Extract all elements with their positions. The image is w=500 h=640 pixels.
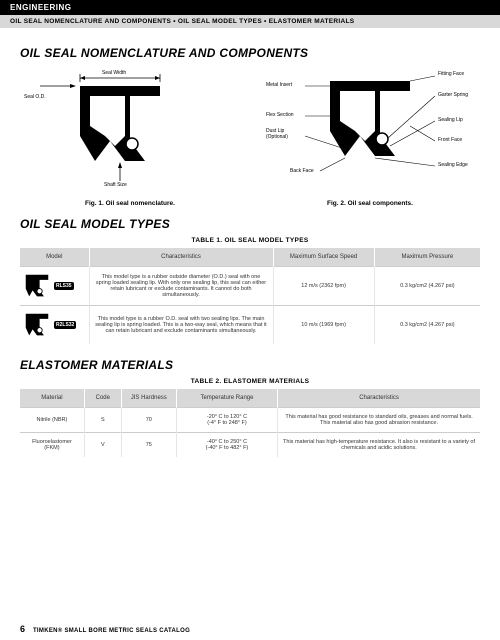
- label-fitting-face: Fitting Face: [438, 71, 464, 77]
- label-shaft-size: Shaft Size: [104, 182, 127, 188]
- table-row: R2LS32 This model type is a rubber O.D. …: [20, 306, 480, 345]
- label-metal-insert: Metal Insert: [266, 82, 292, 88]
- label-sealing-lip: Sealing Lip: [438, 117, 463, 123]
- model-label: RLS35: [54, 282, 74, 290]
- label-sealing-edge: Sealing Edge: [438, 162, 468, 168]
- section1-title: OIL SEAL NOMENCLATURE AND COMPONENTS: [20, 46, 480, 60]
- t2-col-3: Temperature Range: [176, 389, 277, 408]
- fig2-caption: Fig. 2. Oil seal components.: [260, 200, 480, 207]
- table-elastomer: Material Code JIS Hardness Temperature R…: [20, 389, 480, 457]
- table-row: Nitrile (NBR) S 70 -20° C to 120° C(-4° …: [20, 408, 480, 433]
- label-flex-section: Flex Section: [266, 112, 294, 118]
- t2-r1-hard: 75: [121, 433, 176, 458]
- page-number: 6: [20, 624, 25, 634]
- figure-1: Seal Width Seal O.D. Shaft Size: [20, 66, 240, 196]
- table2-caption: TABLE 2. ELASTOMER MATERIALS: [20, 378, 480, 385]
- t1-r1-pressure: 0.3 kg/cm2 (4.267 psi): [374, 306, 480, 345]
- t1-col-3: Maximum Pressure: [374, 248, 480, 267]
- t2-r1-mat: Fluoroelastomer (FKM): [20, 433, 84, 458]
- section3-title: ELASTOMER MATERIALS: [20, 358, 480, 372]
- label-garter-spring: Garter Spring: [438, 92, 468, 98]
- label-back-face: Back Face: [290, 168, 314, 174]
- catalog-name: TIMKEN® SMALL BORE METRIC SEALS CATALOG: [33, 628, 190, 634]
- t2-r0-code: S: [84, 408, 121, 433]
- t1-col-2: Maximum Surface Speed: [273, 248, 374, 267]
- label-seal-width: Seal Width: [102, 70, 126, 76]
- t2-r0-range: -20° C to 120° C(-4° F to 248° F): [176, 408, 277, 433]
- header-subtitle: OIL SEAL NOMENCLATURE AND COMPONENTS • O…: [0, 15, 500, 28]
- t1-r0-speed: 12 m/s (2362 fpm): [273, 267, 374, 306]
- t2-r0-mat: Nitrile (NBR): [20, 408, 84, 433]
- table-row: Fluoroelastomer (FKM) V 75 -40° C to 250…: [20, 433, 480, 458]
- figure-2: Metal Insert Flex Section Dust Lip (Opti…: [260, 66, 480, 196]
- table-row: RLS35 This model type is a rubber outsid…: [20, 267, 480, 306]
- t1-r0-char: This model type is a rubber outside diam…: [89, 267, 273, 306]
- footer: 6 TIMKEN® SMALL BORE METRIC SEALS CATALO…: [20, 624, 190, 634]
- t1-r0-pressure: 0.3 kg/cm2 (4.267 psi): [374, 267, 480, 306]
- t1-r1-char: This model type is a rubber O.D. seal wi…: [89, 306, 273, 345]
- seal-icon: [24, 312, 50, 338]
- t1-r1-speed: 10 m/s (1969 fpm): [273, 306, 374, 345]
- table-model-types: Model Characteristics Maximum Surface Sp…: [20, 248, 480, 344]
- t2-r1-range: -40° C to 250° C(-40° F to 482° F): [176, 433, 277, 458]
- t1-col-0: Model: [20, 248, 89, 267]
- t2-r1-code: V: [84, 433, 121, 458]
- section2-title: OIL SEAL MODEL TYPES: [20, 217, 480, 231]
- label-seal-od: Seal O.D.: [24, 94, 46, 100]
- t2-col-0: Material: [20, 389, 84, 408]
- model-label: R2LS32: [54, 321, 76, 329]
- t2-r1-char: This material has high-temperature resis…: [278, 433, 480, 458]
- t2-col-4: Characteristics: [278, 389, 480, 408]
- label-front-face: Front Face: [438, 137, 462, 143]
- header-category: ENGINEERING: [0, 0, 500, 15]
- t2-col-2: JIS Hardness: [121, 389, 176, 408]
- t2-col-1: Code: [84, 389, 121, 408]
- fig1-caption: Fig. 1. Oil seal nomenclature.: [20, 200, 240, 207]
- label-dust-lip: Dust Lip (Optional): [266, 128, 288, 140]
- t1-col-1: Characteristics: [89, 248, 273, 267]
- t2-r0-char: This material has good resistance to sta…: [278, 408, 480, 433]
- t2-r0-hard: 70: [121, 408, 176, 433]
- table1-caption: TABLE 1. OIL SEAL MODEL TYPES: [20, 237, 480, 244]
- seal-icon: [24, 273, 50, 299]
